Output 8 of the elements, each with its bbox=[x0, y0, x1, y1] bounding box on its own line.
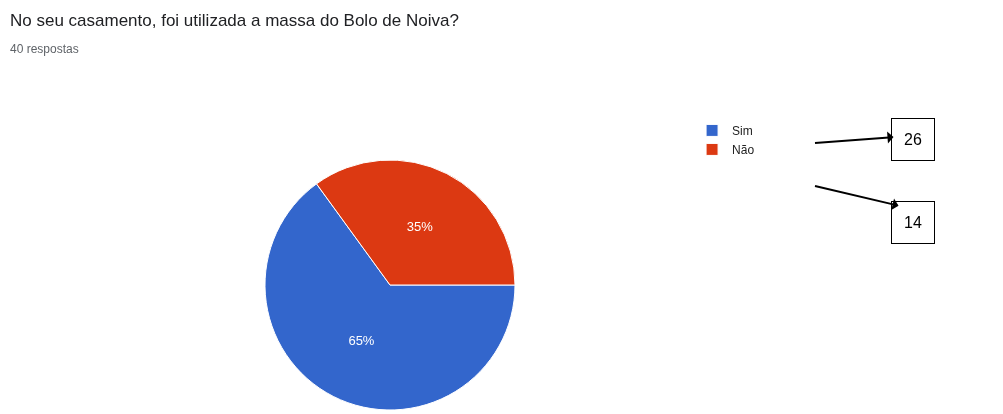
text: 40 respostas bbox=[10, 42, 79, 57]
legend-label: Não bbox=[732, 143, 755, 158]
text: 26 bbox=[904, 131, 922, 148]
chart-title: No seu casamento, foi utilizada a massa do Bolo de Noiva? bbox=[10, 10, 459, 30]
data-label: 65% bbox=[348, 333, 375, 349]
text: 14 bbox=[904, 214, 922, 231]
legend-label: Sim bbox=[732, 124, 753, 139]
data-label: 35% bbox=[406, 218, 434, 234]
